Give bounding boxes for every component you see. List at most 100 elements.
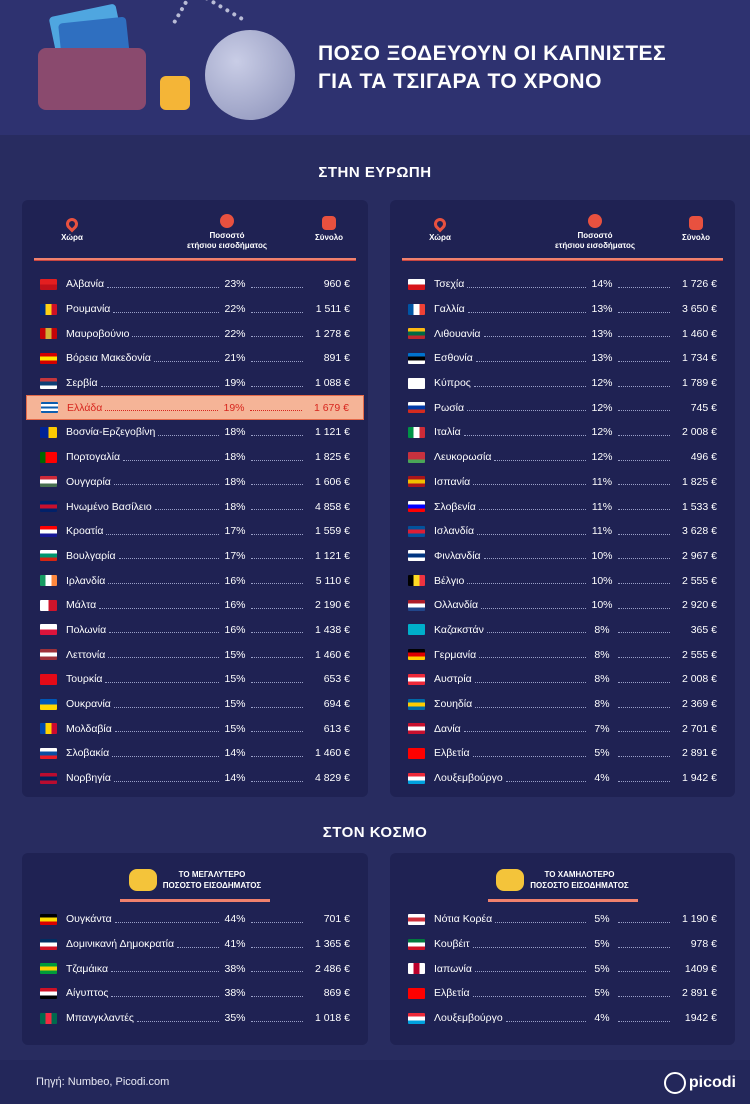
percent-value: 16% [224,599,246,612]
flag-icon [40,1012,57,1024]
total-value: 365 € [690,623,717,636]
table-row: Λουξεμβούργο 4% 1 942 € [400,766,725,791]
flag-icon [408,278,425,290]
dotted-leader [132,336,219,338]
total-value: 2 701 € [681,722,717,735]
country-name: Αίγυπτος [66,987,109,1000]
country-name: Μολδαβία [66,722,112,735]
dotted-leader [250,410,302,412]
table-row: Ισπανία 11% 1 825 € [400,470,725,495]
flag-icon [40,913,57,925]
total-value: 1 533 € [681,500,717,513]
flag-icon [408,525,425,537]
rows: Ουγκάντα 44% 701 € Δομινικανή Δημοκρατία… [32,907,358,1030]
map-pin-icon [63,215,81,233]
country-name: Λευκορωσία [434,451,492,464]
table-row: Ουκρανία 15% 694 € [32,692,358,717]
percent-value: 12% [591,401,613,414]
total-value: 1 511 € [315,303,350,316]
dotted-leader [495,921,586,923]
table-row: Πορτογαλία 18% 1 825 € [32,445,358,470]
dotted-leader [123,459,219,461]
percent-value: 8% [594,623,610,636]
total-value: 2 891 € [681,987,717,1000]
percent-value: 35% [224,1012,246,1025]
dotted-leader [618,558,670,560]
country-name: Βουλγαρία [66,549,116,562]
country-name: Φινλανδία [434,549,481,562]
dotted-leader [113,484,219,486]
table-row: Νότια Κορέα 5% 1 190 € [400,907,725,932]
flag-icon [408,1012,425,1024]
table-row: Ιαπωνία 5% 1409 € [400,956,725,981]
table-row: Ουγγαρία 18% 1 606 € [32,470,358,495]
flag-icon [40,501,57,513]
table-row: Σουηδία 8% 2 369 € [400,692,725,717]
dotted-leader [251,755,303,757]
dotted-leader [118,558,219,560]
flag-icon [40,278,57,290]
dotted-leader [112,755,219,757]
dotted-leader [505,780,586,782]
table-row-highlighted: Ελλάδα 19% 1 679 € [26,395,364,421]
dotted-leader [251,360,303,362]
dotted-leader [111,971,219,973]
flag-icon [408,987,425,999]
dotted-leader [251,286,303,288]
dotted-leader [618,336,670,338]
percent-value: 4% [594,1012,610,1025]
country-name: Σερβία [66,377,98,390]
table-row: Ρουμανία 22% 1 511 € [32,297,358,322]
dotted-leader [483,558,586,560]
country-name: Μαυροβούνιο [66,327,130,340]
percent-value: 19% [224,377,246,390]
dotted-leader [618,583,670,585]
dotted-leader [473,385,586,387]
dotted-leader [478,509,586,511]
flag-icon [40,377,57,389]
total-value: 2 369 € [681,698,717,711]
dotted-leader [251,995,303,997]
dotted-leader [477,533,586,535]
flag-icon [40,575,57,587]
table-row: Γερμανία 8% 2 555 € [400,642,725,667]
logo-mark-icon [663,1072,686,1094]
table-row: Ηνωμένο Βασίλειο 18% 4 858 € [32,494,358,519]
flag-icon [408,624,425,636]
country-name: Μάλτα [66,599,97,612]
table-row: Κροατία 17% 1 559 € [32,519,358,544]
country-name: Ουκρανία [66,698,111,711]
flag-icon [40,451,57,463]
table-row: Ισλανδία 11% 3 628 € [400,519,725,544]
dotted-leader [251,632,303,634]
total-value: 1 088 € [314,377,350,390]
percent-value: 15% [224,698,246,711]
country-name: Βέλγιο [434,574,465,587]
table-row: Κύπρος 12% 1 789 € [400,371,725,396]
dotted-leader [108,657,219,659]
total-value: 1 018 € [314,1012,350,1025]
dotted-leader [618,410,670,412]
dotted-leader [618,1020,670,1022]
table-row: Πολωνία 16% 1 438 € [32,618,358,643]
flag-icon [40,476,57,488]
coins-icon [496,869,525,891]
table-row: Σερβία 19% 1 088 € [32,371,358,396]
total-value: 1 190 € [681,913,717,926]
table-row: Σλοβενία 11% 1 533 € [400,494,725,519]
total-value: 978 € [690,938,717,951]
percent-value: 17% [224,525,246,538]
total-value: 1 679 € [313,401,349,414]
dotted-leader [136,1020,219,1022]
country-name: Ρουμανία [66,303,111,316]
dotted-leader [251,706,303,708]
percent-value: 10% [591,549,613,562]
flag-icon [408,698,425,710]
total-value: 653 € [323,673,350,686]
country-name: Αυστρία [434,673,472,686]
percent-value: 8% [594,698,610,711]
dotted-leader [251,971,303,973]
total-value: 1 460 € [681,327,717,340]
table-row: Τζαμάικα 38% 2 486 € [32,956,358,981]
table-row: Βόρεια Μακεδονία 21% 891 € [32,346,358,371]
